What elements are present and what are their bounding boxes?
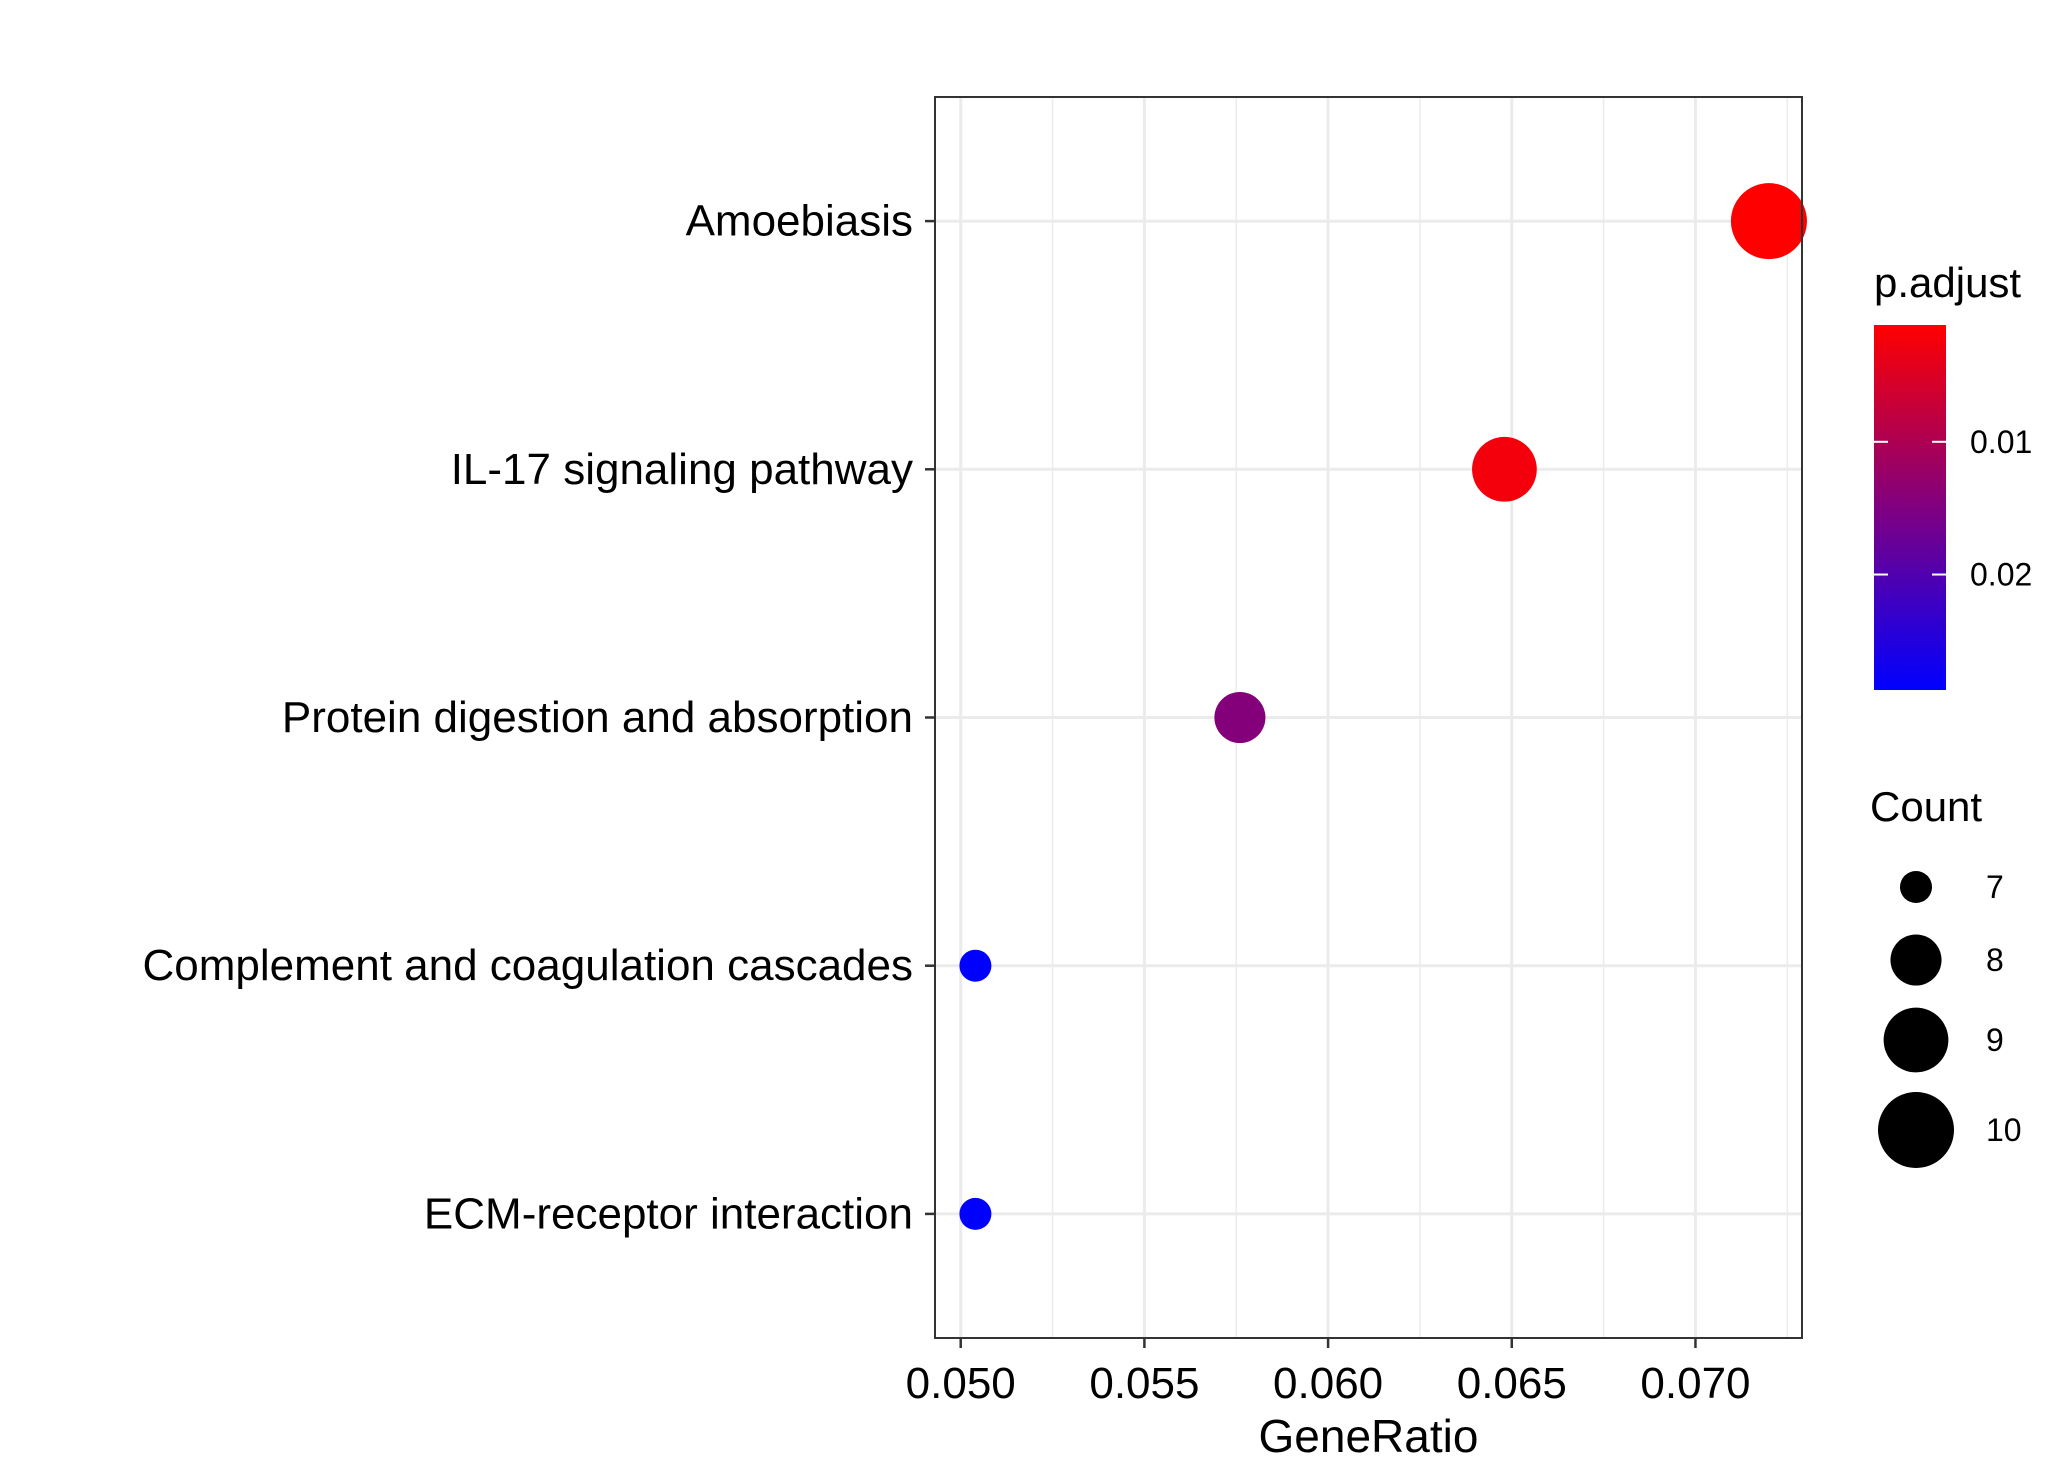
size-legend-label: 10 [1986, 1112, 2022, 1148]
y-tick-label: IL-17 signaling pathway [451, 445, 913, 494]
x-axis-title: GeneRatio [1259, 1410, 1479, 1462]
grid-lines [935, 97, 1802, 1338]
data-point [1214, 691, 1266, 744]
size-legend-label: 7 [1986, 869, 2004, 905]
legends: p.adjust 0.01 0.02 Count 7 8 9 10 [1870, 259, 2032, 1168]
y-tick-label: Complement and coagulation cascades [143, 941, 913, 990]
y-tick-label: Protein digestion and absorption [282, 693, 913, 742]
x-tick-label: 0.055 [1089, 1359, 1199, 1408]
data-point [1472, 436, 1537, 502]
size-legend-key [1900, 871, 1932, 903]
color-bar-ticks: 0.01 0.02 [1874, 424, 2032, 593]
data-points [959, 183, 1807, 1230]
size-legend-label: 8 [1986, 942, 2004, 978]
x-tick-label: 0.065 [1457, 1359, 1567, 1408]
color-bar [1874, 325, 1946, 690]
y-tick-label: Amoebiasis [686, 197, 913, 246]
x-tick-label: 0.060 [1273, 1359, 1383, 1408]
size-legend-key [1890, 934, 1942, 986]
data-point [1730, 183, 1807, 260]
color-bar-label: 0.01 [1970, 424, 2032, 460]
size-legend-label: 9 [1986, 1022, 2004, 1058]
y-axis: Amoebiasis IL-17 signaling pathway Protein… [143, 197, 935, 1238]
x-tick-label: 0.050 [906, 1359, 1016, 1408]
x-tick-label: 0.070 [1640, 1359, 1750, 1408]
x-axis: 0.050 0.055 0.060 0.065 0.070 [906, 1338, 1751, 1408]
size-legend-key [1878, 1092, 1954, 1168]
color-bar-label: 0.02 [1970, 557, 2032, 593]
size-legend-key [1883, 1007, 1949, 1073]
size-legend-title: Count [1870, 783, 1982, 830]
data-point [959, 949, 992, 982]
color-legend-title: p.adjust [1874, 259, 2021, 306]
y-tick-label: ECM-receptor interaction [424, 1189, 913, 1238]
size-legend-items: 7 8 9 10 [1878, 869, 2022, 1168]
data-point [959, 1197, 992, 1230]
